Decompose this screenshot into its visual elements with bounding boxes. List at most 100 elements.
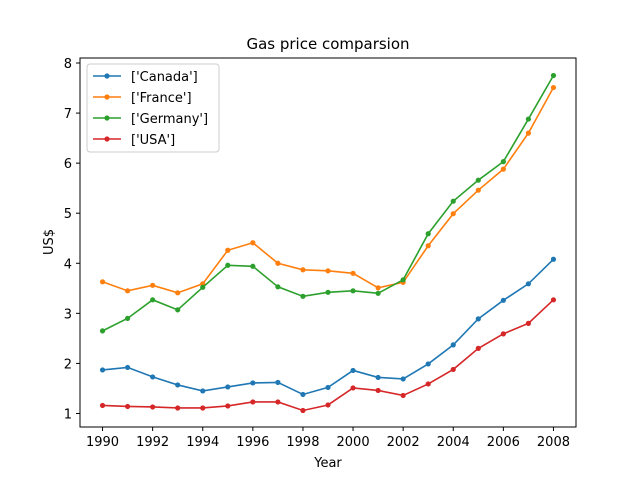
point-usa-1997 <box>275 399 281 405</box>
point-germany-1992 <box>150 297 156 303</box>
point-france-1996 <box>250 240 256 246</box>
point-usa-2004 <box>450 366 456 373</box>
point-france-2006 <box>500 166 506 172</box>
point-canada-1995 <box>225 384 231 390</box>
point-germany-2000 <box>350 288 356 294</box>
legend-marker-usa <box>104 136 110 142</box>
point-france-2001 <box>375 285 381 291</box>
plot-frame <box>79 57 577 428</box>
point-germany-1998 <box>300 293 306 299</box>
point-canada-2001 <box>375 374 381 381</box>
legend-marker-france <box>104 94 110 100</box>
x-tick-label-1996: 1996 <box>236 435 269 450</box>
legend: ['Canada'] ['France'] ['Germany'] ['USA'] <box>86 63 220 153</box>
point-usa-2007 <box>525 320 532 326</box>
point-germany-1991 <box>124 315 131 321</box>
point-germany-1995 <box>225 262 231 268</box>
point-germany-2003 <box>425 231 431 237</box>
x-tick-label-2000: 2000 <box>337 435 370 450</box>
point-canada-1990 <box>99 367 106 373</box>
legend-box <box>86 63 220 153</box>
point-germany-2001 <box>375 290 381 296</box>
legend-marker-canada <box>104 73 110 79</box>
point-canada-1992 <box>150 374 156 380</box>
point-usa-1993 <box>175 405 181 411</box>
chart-title: Gas price comparsion <box>246 35 409 53</box>
y-tick-label-8: 8 <box>64 57 72 72</box>
series-france <box>99 84 557 296</box>
point-france-2005 <box>475 187 481 193</box>
point-germany-2002 <box>400 277 406 283</box>
point-usa-2005 <box>475 345 481 351</box>
point-canada-1994 <box>200 388 206 394</box>
y-tick-label-4: 4 <box>64 257 72 272</box>
point-usa-2000 <box>350 385 356 391</box>
point-france-1997 <box>275 260 281 266</box>
point-germany-2008 <box>550 72 557 79</box>
point-canada-1991 <box>124 364 131 371</box>
point-canada-1999 <box>325 384 331 391</box>
point-france-2007 <box>525 130 532 136</box>
point-france-1992 <box>150 282 156 288</box>
point-france-1991 <box>124 288 131 294</box>
legend-label-usa: ['USA'] <box>131 133 175 148</box>
point-usa-1992 <box>150 404 156 410</box>
legend-label-france: ['France'] <box>131 91 192 106</box>
x-axis: 1990 1992 1994 1996 1998 2000 2002 2004 2006 2008 <box>86 427 570 450</box>
x-axis-label: Year <box>313 456 342 471</box>
series-usa <box>99 297 557 414</box>
point-france-1990 <box>99 279 106 285</box>
y-tick-label-6: 6 <box>64 157 72 172</box>
point-canada-2008 <box>550 256 557 262</box>
legend-marker-germany <box>104 115 110 121</box>
x-tick-label-2008: 2008 <box>537 435 570 450</box>
point-usa-2008 <box>550 297 557 303</box>
point-france-1993 <box>175 290 181 296</box>
point-france-1998 <box>300 267 306 273</box>
point-france-2004 <box>450 211 456 217</box>
point-usa-2002 <box>400 392 406 399</box>
point-usa-2006 <box>500 331 506 337</box>
point-france-1999 <box>325 268 331 274</box>
point-canada-2004 <box>450 342 456 348</box>
point-germany-2005 <box>475 177 481 183</box>
point-germany-1997 <box>275 284 281 290</box>
point-germany-1999 <box>325 289 331 295</box>
point-germany-1993 <box>175 307 181 313</box>
series-line-canada <box>102 258 555 396</box>
point-germany-1994 <box>200 284 206 290</box>
point-germany-1990 <box>99 328 106 334</box>
point-canada-1998 <box>300 391 306 398</box>
series-germany <box>99 72 557 334</box>
y-tick-label-2: 2 <box>64 357 72 372</box>
point-france-2008 <box>550 84 557 91</box>
y-tick-label-1: 1 <box>64 407 72 422</box>
point-germany-2007 <box>525 116 532 122</box>
series-canada <box>99 256 557 398</box>
point-usa-2003 <box>425 381 431 387</box>
point-usa-1995 <box>225 403 231 409</box>
y-axis: 1 2 3 4 5 6 7 8 <box>64 57 80 422</box>
point-usa-1999 <box>325 402 331 408</box>
point-canada-2003 <box>425 361 431 367</box>
y-tick-label-5: 5 <box>64 207 72 222</box>
y-axis-label: US$ <box>42 229 57 255</box>
point-germany-1996 <box>250 263 256 269</box>
y-tick-label-7: 7 <box>64 107 72 122</box>
series-layer <box>99 72 557 414</box>
point-canada-1997 <box>275 379 281 386</box>
point-germany-2004 <box>450 198 456 204</box>
point-germany-2006 <box>500 159 506 165</box>
point-usa-1990 <box>99 402 106 409</box>
point-usa-2001 <box>375 387 381 394</box>
legend-label-germany: ['Germany'] <box>131 112 208 127</box>
point-canada-2000 <box>350 367 356 374</box>
x-tick-label-2002: 2002 <box>387 435 420 450</box>
point-usa-1998 <box>300 407 306 414</box>
point-france-2003 <box>425 243 431 249</box>
x-tick-label-1992: 1992 <box>136 435 169 450</box>
point-canada-2002 <box>400 376 406 382</box>
point-canada-2007 <box>525 281 532 287</box>
point-france-1995 <box>225 247 231 253</box>
